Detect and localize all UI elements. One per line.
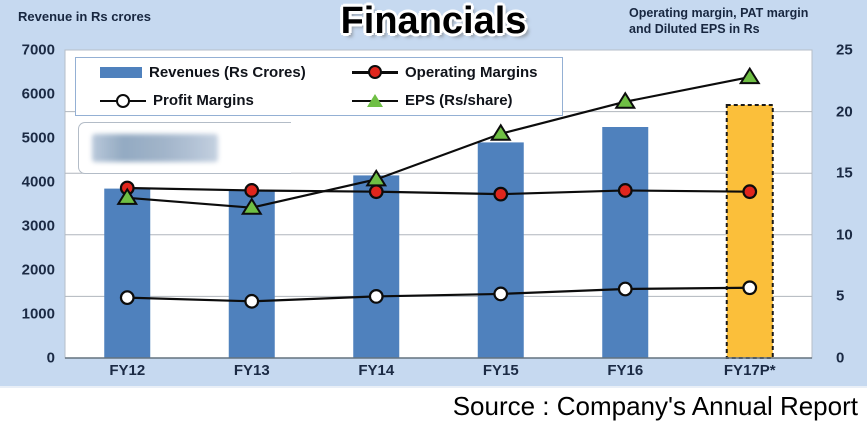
x-axis-category-label: FY14 <box>358 362 395 379</box>
legend-label-operating-margins: Operating Margins <box>405 63 538 81</box>
left-axis-tick-label: 1000 <box>21 305 55 323</box>
white-circle-marker-icon <box>116 93 130 108</box>
circle-marker <box>368 184 384 200</box>
x-axis-category-label: FY13 <box>233 362 270 379</box>
profit-margins-marker-icon <box>100 93 146 109</box>
revenues-bar-swatch-icon <box>100 66 142 78</box>
triangle-marker <box>738 66 761 85</box>
revenue-bar <box>477 142 524 358</box>
x-axis-category-label: FY15 <box>482 362 519 379</box>
x-axis-category-label: FY17P* <box>723 362 776 379</box>
revenue-bar-forecast <box>725 104 774 359</box>
legend-label-revenues: Revenues (Rs Crores) <box>149 63 306 81</box>
circle-marker <box>617 183 633 198</box>
green-triangle-marker-icon <box>367 93 383 107</box>
revenue-bar <box>228 190 275 358</box>
series-line <box>127 186 750 196</box>
left-axis-tick-label: 6000 <box>21 85 55 103</box>
triangle-marker <box>116 187 139 205</box>
legend-label-eps: EPS (Rs/share) <box>405 92 513 110</box>
right-axis-tick-label: 0 <box>836 349 845 367</box>
circle-marker <box>244 293 260 309</box>
series-line <box>127 76 750 209</box>
circle-marker <box>368 289 384 304</box>
left-axis-tick-label: 3000 <box>21 217 55 235</box>
circle-marker <box>742 184 758 200</box>
legend-item-profit-margins: Profit Margins <box>100 92 352 109</box>
right-axis-tick-label: 5 <box>836 287 845 305</box>
left-axis-title: Revenue in Rs crores <box>18 9 151 24</box>
triangle-marker <box>240 197 263 215</box>
redacted-watermark-box <box>78 122 291 174</box>
chart-title: Financials <box>340 0 527 42</box>
red-circle-marker-icon <box>368 65 382 80</box>
revenue-bar <box>602 127 649 358</box>
right-axis-tick-label: 10 <box>836 226 853 244</box>
left-axis-tick-label: 4000 <box>21 173 55 191</box>
legend-item-eps: EPS (Rs/share) <box>352 92 562 109</box>
triangle-marker <box>614 91 637 109</box>
x-axis-category-label: FY16 <box>607 362 644 379</box>
right-axis-tick-label: 20 <box>836 103 853 121</box>
circle-marker <box>119 290 135 306</box>
left-axis-tick-label: 5000 <box>21 129 55 147</box>
right-axis-title-line1: Operating margin, PAT margin <box>629 6 809 20</box>
chart-legend: Revenues (Rs Crores) Operating Margins P… <box>75 57 563 116</box>
left-axis-tick-label: 7000 <box>21 41 55 59</box>
legend-item-revenues: Revenues (Rs Crores) <box>100 64 352 81</box>
series-line <box>127 286 750 303</box>
circle-marker <box>742 280 758 296</box>
triangle-marker <box>489 123 512 141</box>
circle-marker <box>493 286 509 302</box>
revenue-bar <box>104 188 151 358</box>
revenue-bar <box>353 175 400 358</box>
legend-label-profit-margins: Profit Margins <box>153 92 254 110</box>
eps-marker-icon <box>352 93 398 109</box>
operating-margins-marker-icon <box>352 64 398 80</box>
right-axis-tick-label: 25 <box>836 41 853 59</box>
right-axis-tick-label: 15 <box>836 164 853 182</box>
right-axis-title-line2: and Diluted EPS in Rs <box>629 22 760 36</box>
blurred-logo <box>92 134 218 162</box>
right-axis-title: Operating margin, PAT margin and Diluted… <box>629 5 859 37</box>
circle-marker <box>244 183 260 198</box>
left-axis-tick-label: 2000 <box>21 261 55 279</box>
left-axis-tick-label: 0 <box>46 349 55 367</box>
legend-item-operating-margins: Operating Margins <box>352 64 562 81</box>
triangle-marker <box>365 168 388 187</box>
circle-marker <box>617 281 633 297</box>
source-caption: Source : Company's Annual Report <box>452 391 858 421</box>
circle-marker <box>493 186 509 202</box>
x-axis-category-label: FY12 <box>109 362 146 379</box>
